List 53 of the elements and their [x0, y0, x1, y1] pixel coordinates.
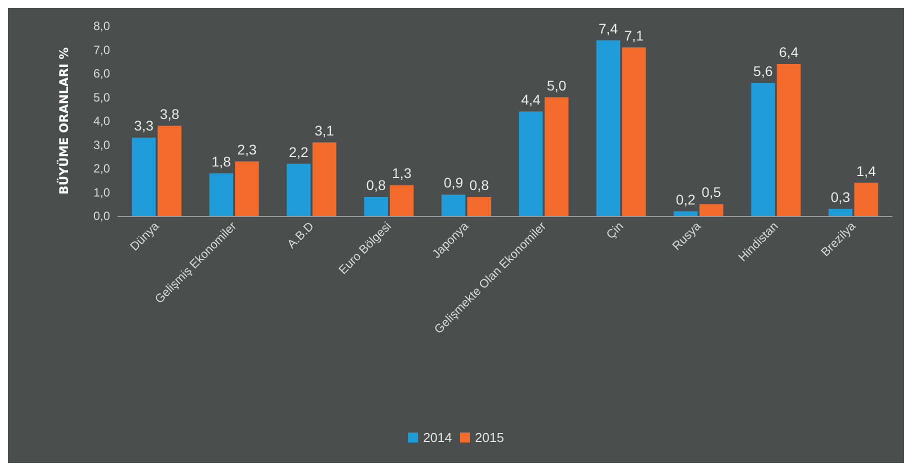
data-label: 7,4 [598, 20, 618, 36]
bar [544, 97, 568, 216]
y-tick-label: 6,0 [93, 66, 110, 80]
data-label: 0,8 [469, 177, 490, 193]
data-label: 0,3 [830, 188, 850, 205]
legend-label: 2015 [475, 430, 504, 445]
data-label: 0,2 [676, 191, 696, 208]
y-tick-label: 4,0 [93, 114, 110, 128]
x-tick-label: Çin [603, 219, 626, 242]
data-label: 3,3 [134, 118, 154, 134]
data-label: 3,1 [314, 122, 334, 138]
data-label: 1,8 [212, 153, 232, 170]
bar [699, 204, 724, 216]
data-label: 2,2 [288, 144, 309, 160]
y-tick-label: 2,0 [93, 162, 110, 176]
bar [518, 112, 543, 216]
data-label: 6,4 [779, 44, 799, 60]
bar [751, 83, 775, 216]
bar [854, 182, 878, 216]
y-axis-title: BÜYÜME ORANLARI % [56, 47, 71, 195]
data-label: 1,4 [856, 162, 876, 179]
bar [828, 208, 852, 216]
data-label: 3,8 [160, 106, 180, 122]
y-tick-label: 1,0 [93, 185, 110, 200]
bar [312, 142, 336, 216]
bar [442, 194, 466, 216]
y-tick-label: 7,0 [93, 42, 110, 57]
bar [596, 40, 620, 216]
data-label: 0,5 [702, 184, 722, 200]
bar [364, 197, 388, 216]
data-label: 5,0 [546, 77, 566, 94]
y-tick-label: 5,0 [93, 90, 110, 104]
data-label: 7,1 [624, 27, 644, 44]
bar [776, 64, 801, 216]
data-label: 0,8 [366, 177, 386, 193]
y-tick-label: 8,0 [93, 19, 110, 33]
bar [209, 173, 234, 216]
y-tick-label: 0,0 [93, 209, 110, 223]
data-label: 0,9 [444, 174, 464, 191]
bar [674, 211, 698, 216]
bar [235, 161, 259, 216]
bar [158, 126, 182, 216]
data-label: 2,3 [237, 141, 257, 158]
legend-label: 2014 [423, 430, 452, 445]
bar [132, 138, 156, 216]
y-tick-label: 3,0 [93, 138, 110, 152]
data-label: 4,4 [521, 92, 541, 108]
bar [286, 164, 311, 216]
data-label: 1,3 [392, 165, 412, 182]
data-label: 5,6 [753, 63, 773, 79]
bar [622, 47, 646, 216]
bar [467, 197, 492, 216]
bar [390, 185, 414, 216]
